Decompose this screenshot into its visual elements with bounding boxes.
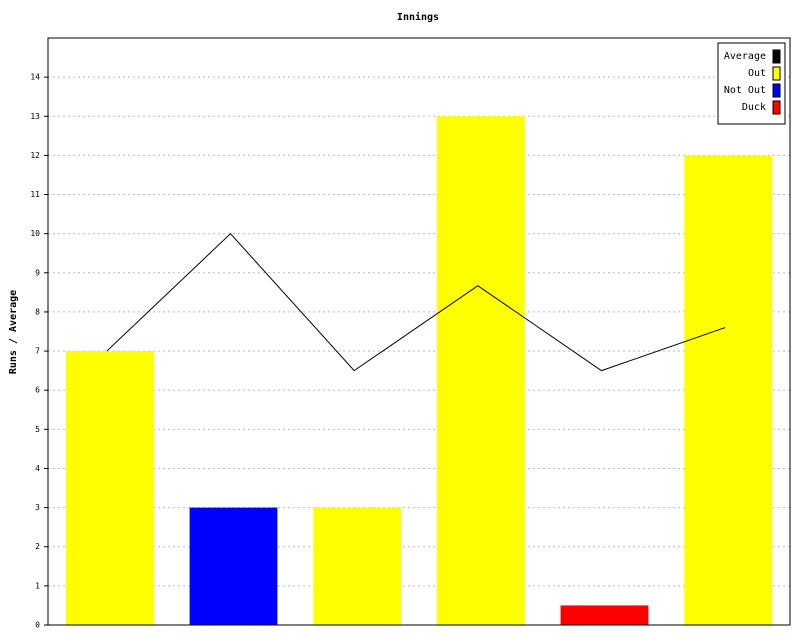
y-tick-label: 7 [35,347,40,356]
y-tick-label: 2 [35,542,40,551]
y-tick-label: 1 [35,581,40,590]
y-tick-label: 0 [35,621,40,630]
y-tick-label: 5 [35,425,40,434]
legend-swatch [772,83,781,98]
plot-frame [47,37,791,626]
y-tick-label: 6 [35,386,40,395]
y-tick-label: 9 [35,268,40,277]
y-tick-label: 12 [30,151,40,160]
y-tick-label: 13 [30,112,40,121]
y-tick-label: 10 [30,229,40,238]
y-axis-label: Runs / Average [8,290,19,374]
average-line [106,232,726,372]
legend-label: Out [748,68,766,79]
bar [313,507,402,625]
bar [65,351,154,625]
y-tick-label: 3 [35,503,40,512]
y-tick-label: 4 [35,464,40,473]
bar [684,155,773,625]
legend-swatch [772,100,781,115]
bar [560,605,649,625]
y-tick-label: 8 [35,307,40,316]
chart-title: Innings [397,11,439,23]
y-tick-label: 11 [30,190,40,199]
y-tick-label: 14 [30,73,40,82]
legend-label: Average [724,51,766,62]
bar [189,507,278,625]
legend-swatch [772,49,781,64]
bar [436,116,525,626]
legend-label: Duck [742,102,766,113]
legend-swatch [772,66,781,81]
legend-label: Not Out [724,85,766,96]
